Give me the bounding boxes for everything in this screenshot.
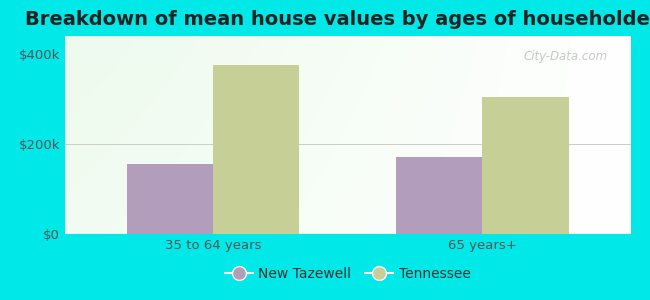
Legend: New Tazewell, Tennessee: New Tazewell, Tennessee bbox=[220, 261, 476, 286]
Bar bbox=[396, 157, 482, 234]
Bar bbox=[213, 65, 299, 234]
Title: Breakdown of mean house values by ages of householders: Breakdown of mean house values by ages o… bbox=[25, 10, 650, 29]
Bar bbox=[482, 97, 569, 234]
Bar bbox=[127, 164, 213, 234]
Text: City-Data.com: City-Data.com bbox=[524, 50, 608, 63]
